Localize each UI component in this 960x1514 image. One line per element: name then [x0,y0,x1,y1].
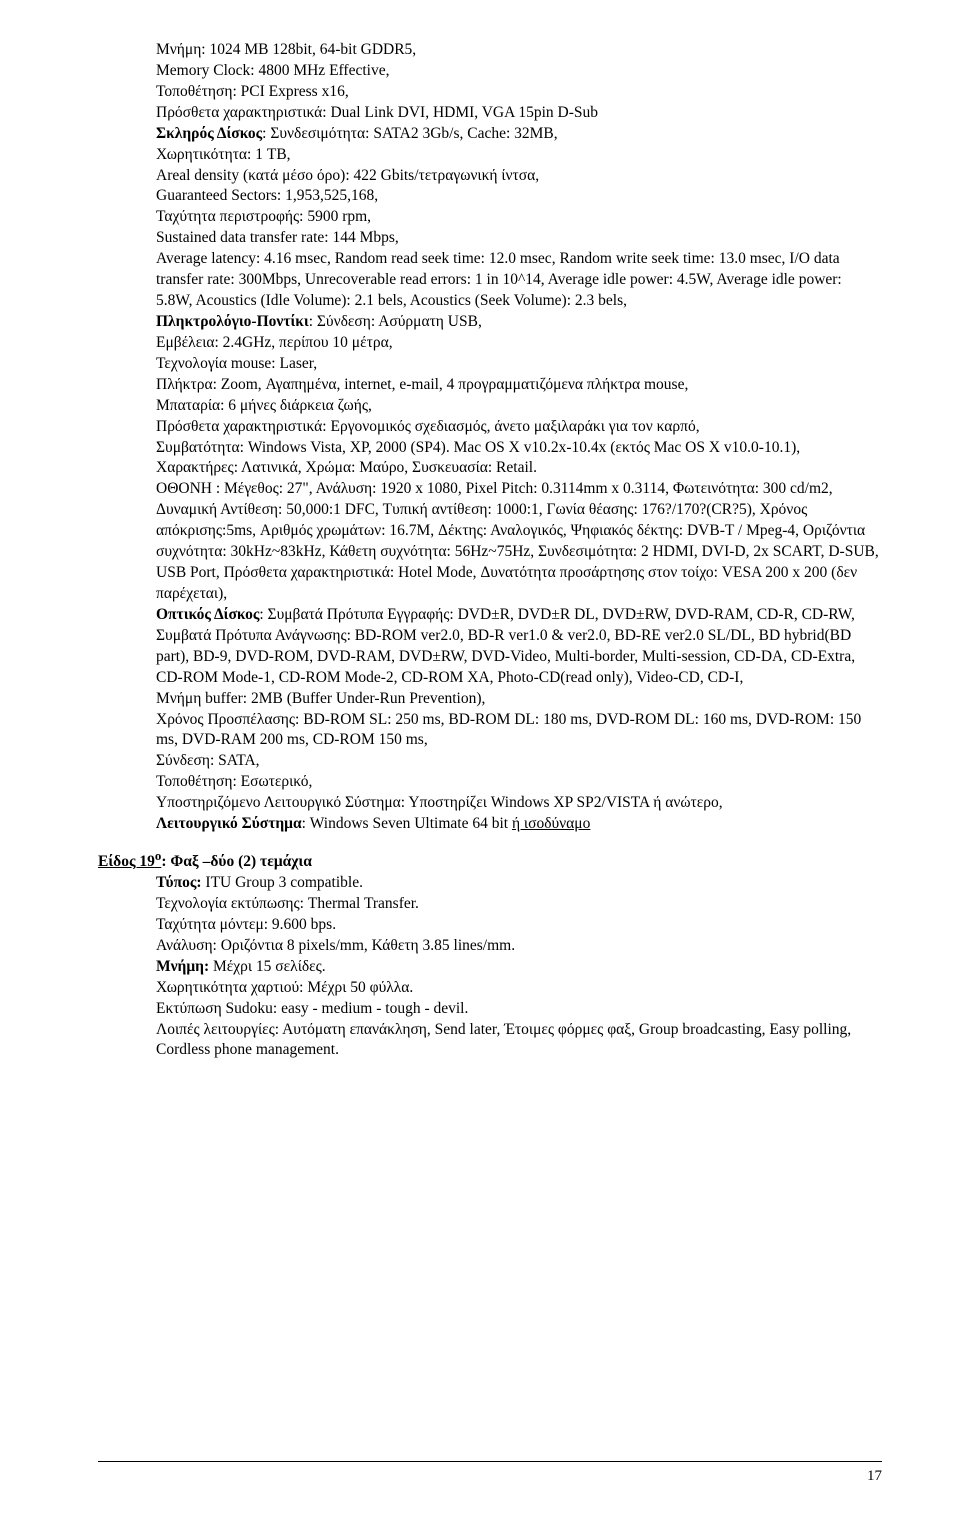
label-optical-drive: Οπτικός Δίσκος [156,606,259,623]
spec-line: Χωρητικότητα χαρτιού: Μέχρι 50 φύλλα. [156,978,882,999]
spec-line: Μνήμη: 1024 MB 128bit, 64-bit GDDR5, [156,40,882,61]
spec-text: : Windows Seven Ultimate 64 bit [302,815,512,832]
spec-line: Λειτουργικό Σύστημα: Windows Seven Ultim… [156,814,882,835]
spec-line: Memory Clock: 4800 MHz Effective, [156,61,882,82]
spec-line: Average latency: 4.16 msec, Random read … [156,249,882,312]
spec-line: Μπαταρία: 6 μήνες διάρκεια ζωής, [156,396,882,417]
spec-line: Οπτικός Δίσκος: Συμβατά Πρότυπα Εγγραφής… [156,605,882,626]
label-keyboard-mouse: Πληκτρολόγιο-Ποντίκι [156,313,309,330]
spec-line: Τοποθέτηση: Εσωτερικό, [156,772,882,793]
section-body: Τύπος: ITU Group 3 compatible. Τεχνολογί… [98,873,882,1061]
spec-body: Μνήμη: 1024 MB 128bit, 64-bit GDDR5, Mem… [98,40,882,835]
spec-line: Χρόνος Προσπέλασης: BD-ROM SL: 250 ms, B… [156,710,882,752]
spec-line: Τεχνολογία mouse: Laser, [156,354,882,375]
label-hard-disk: Σκληρός Δίσκος [156,125,262,142]
page-number: 17 [867,1466,882,1486]
spec-text: Μέχρι 15 σελίδες. [209,958,326,975]
section-heading: Είδος 19ο: Φαξ –δύο (2) τεμάχια [98,847,882,873]
section-id: Είδος 19ο [98,853,161,870]
spec-line: Ταχύτητα περιστροφής: 5900 rpm, [156,207,882,228]
spec-line: Λοιπές λειτουργίες: Αυτόματη επανάκληση,… [156,1020,882,1062]
spec-line: Χωρητικότητα: 1 TB, [156,145,882,166]
spec-line: Σύνδεση: SATA, [156,751,882,772]
spec-line: Υποστηριζόμενο Λειτουργικό Σύστημα: Υποσ… [156,793,882,814]
spec-line: Πρόσθετα χαρακτηριστικά: Dual Link DVI, … [156,103,882,124]
spec-text: : Συμβατά Πρότυπα Εγγραφής: DVD±R, DVD±R… [259,606,854,623]
spec-text: : Σύνδεση: Ασύρματη USB, [309,313,482,330]
spec-line: Συμβατά Πρότυπα Ανάγνωσης: BD-ROM ver2.0… [156,626,882,689]
spec-line: ΟΘΟΝΗ : Μέγεθος: 27", Ανάλυση: 1920 x 10… [156,479,882,605]
spec-line: Πρόσθετα χαρακτηριστικά: Εργονομικός σχε… [156,417,882,438]
spec-line: Areal density (κατά μέσο όρο): 422 Gbits… [156,166,882,187]
label-type: Τύπος: [156,874,202,891]
spec-line: Εκτύπωση Sudoku: easy - medium - tough -… [156,999,882,1020]
footer-divider [98,1461,882,1462]
spec-line: Τύπος: ITU Group 3 compatible. [156,873,882,894]
spec-line: Πλήκτρα: Zoom, Αγαπημένα, internet, e-ma… [156,375,882,396]
spec-line: Sustained data transfer rate: 144 Mbps, [156,228,882,249]
spec-line: Guaranteed Sectors: 1,953,525,168, [156,186,882,207]
label-os: Λειτουργικό Σύστημα [156,815,302,832]
label-memory: Μνήμη: [156,958,209,975]
section-title: : Φαξ –δύο (2) τεμάχια [161,853,312,870]
spec-line: Τεχνολογία εκτύπωσης: Thermal Transfer. [156,894,882,915]
spec-line: Μνήμη buffer: 2MB (Buffer Under-Run Prev… [156,689,882,710]
spec-line: Εμβέλεια: 2.4GHz, περίπου 10 μέτρα, [156,333,882,354]
spec-line: Σκληρός Δίσκος: Συνδεσιμότητα: SATA2 3Gb… [156,124,882,145]
spec-line: Πληκτρολόγιο-Ποντίκι: Σύνδεση: Ασύρματη … [156,312,882,333]
spec-line: Μνήμη: Μέχρι 15 σελίδες. [156,957,882,978]
spec-line: Ταχύτητα μόντεμ: 9.600 bps. [156,915,882,936]
spec-line: Ανάλυση: Οριζόντια 8 pixels/mm, Κάθετη 3… [156,936,882,957]
spec-line: Τοποθέτηση: PCI Express x16, [156,82,882,103]
os-alt: ή ισοδύναμο [512,815,590,832]
spec-text: : Συνδεσιμότητα: SATA2 3Gb/s, Cache: 32M… [262,125,557,142]
section-id-text: Είδος 19 [98,853,155,870]
spec-line: Συμβατότητα: Windows Vista, XP, 2000 (SP… [156,438,882,480]
spec-text: ITU Group 3 compatible. [202,874,363,891]
